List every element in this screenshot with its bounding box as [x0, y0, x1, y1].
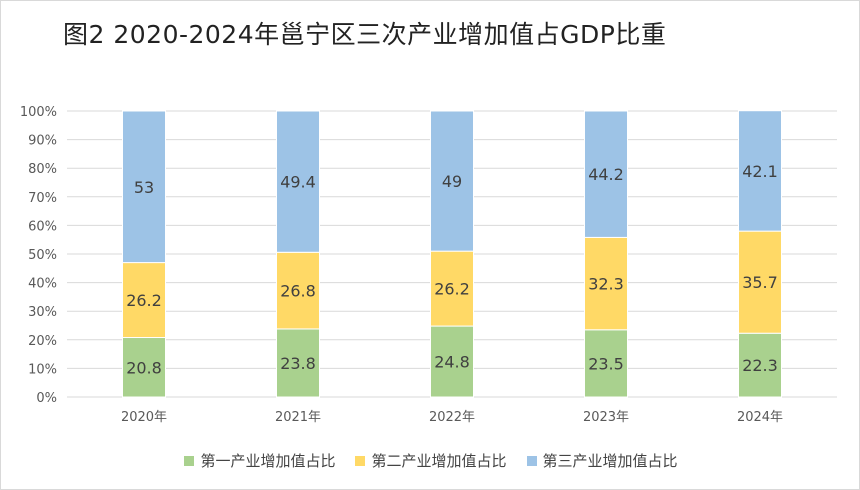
data-label: 53 [134, 178, 154, 197]
data-label: 23.5 [588, 354, 624, 373]
y-tick-label: 100% [20, 105, 57, 120]
stacked-bar-chart: 0% 10% 20% 30% 40% 50% 60% 70% 80% 90% 100% 20.8 26.… [20, 105, 837, 425]
bar-segment-primary [738, 332, 782, 398]
bar-segment-secondary [584, 236, 628, 331]
y-tick-label: 70% [28, 191, 57, 206]
legend-swatch-tertiary [526, 455, 537, 466]
data-label: 49 [442, 172, 462, 191]
y-tick-label: 50% [28, 248, 57, 263]
data-label: 26.8 [280, 282, 316, 301]
data-label: 22.3 [742, 356, 778, 375]
data-label: 24.8 [434, 353, 470, 372]
y-tick-label: 60% [28, 219, 57, 234]
bar-segment-primary [430, 325, 474, 398]
chart-title: 图2 2020-2024年邕宁区三次产业增加值占GDP比重 [63, 20, 667, 49]
legend-item-tertiary: 第三产业增加值占比 [526, 450, 678, 471]
data-label: 42.1 [742, 162, 778, 181]
bar-segment-primary [276, 328, 320, 398]
y-tick-label: 80% [28, 162, 57, 177]
legend-swatch-secondary [355, 455, 366, 466]
data-label: 32.3 [588, 275, 624, 294]
bar-segment-secondary [122, 262, 166, 339]
bar-segment-secondary [430, 250, 474, 327]
bar-segment-tertiary [584, 110, 628, 238]
bar-segment-tertiary [430, 110, 474, 252]
x-tick-label: 2024年 [737, 410, 783, 425]
bar-segment-secondary [738, 230, 782, 334]
bar-segment-primary [122, 337, 166, 398]
y-tick-label: 40% [28, 277, 57, 292]
legend-swatch-primary [184, 455, 195, 466]
legend-label-secondary: 第二产业增加值占比 [371, 452, 507, 470]
data-label: 23.8 [280, 354, 316, 373]
x-tick-label: 2023年 [583, 410, 629, 425]
data-label: 44.2 [588, 165, 624, 184]
legend: 第一产业增加值占比 第二产业增加值占比 第三产业增加值占比 [1, 450, 860, 471]
bar-segment-tertiary [276, 110, 320, 253]
y-tick-label: 10% [28, 362, 57, 377]
data-label: 49.4 [280, 173, 316, 192]
bar-segment-tertiary [738, 110, 782, 232]
x-tick-label: 2020年 [121, 410, 167, 425]
data-label: 20.8 [126, 358, 162, 377]
y-tick-label: 20% [28, 334, 57, 349]
legend-item-secondary: 第二产业增加值占比 [355, 450, 507, 471]
x-tick-label: 2021年 [275, 410, 321, 425]
x-tick-label: 2022年 [429, 410, 475, 425]
legend-label-tertiary: 第三产业增加值占比 [542, 452, 678, 470]
y-tick-label: 0% [36, 391, 57, 406]
data-label: 26.2 [434, 280, 470, 299]
data-label: 35.7 [742, 273, 778, 292]
y-tick-label: 30% [28, 305, 57, 320]
data-label: 26.2 [126, 291, 162, 310]
bar-segment-tertiary [122, 110, 166, 264]
legend-label-primary: 第一产业增加值占比 [200, 452, 336, 470]
bar-segment-secondary [276, 251, 320, 330]
legend-item-primary: 第一产业增加值占比 [184, 450, 335, 471]
bar-segment-primary [584, 329, 628, 398]
y-tick-label: 90% [28, 134, 57, 149]
